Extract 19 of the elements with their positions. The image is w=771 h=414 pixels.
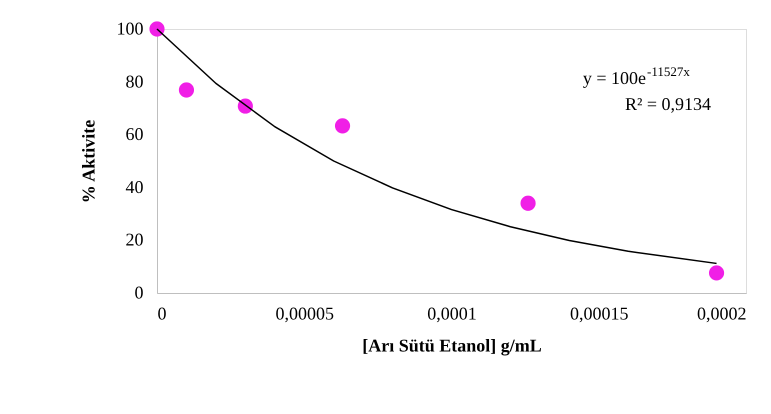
x-tick-label: 0,00015 [570,304,628,324]
point [708,265,724,281]
y-tick-label: 60 [126,124,144,144]
x-tick-label: 0 [158,304,166,324]
point [149,21,165,37]
y-tick-label: 0 [134,282,144,302]
x-tick-label: 0,00005 [276,304,334,324]
point [520,196,536,211]
x-axis-title: [Arı Sütü Etanol] g/mL [362,336,542,356]
x-tick-label: 0,0001 [427,304,477,324]
y-axis-title: % Aktivite [78,120,98,204]
point [334,118,350,134]
point [178,82,194,98]
x-tick-label: 0,0002 [697,304,746,324]
y-tick-label: 100 [116,18,144,38]
annotation: R² = 0,9134 [624,94,712,114]
y-tick-label: 80 [126,71,144,92]
y-tick-label: 40 [126,176,144,197]
y-tick-label: 20 [126,230,144,250]
